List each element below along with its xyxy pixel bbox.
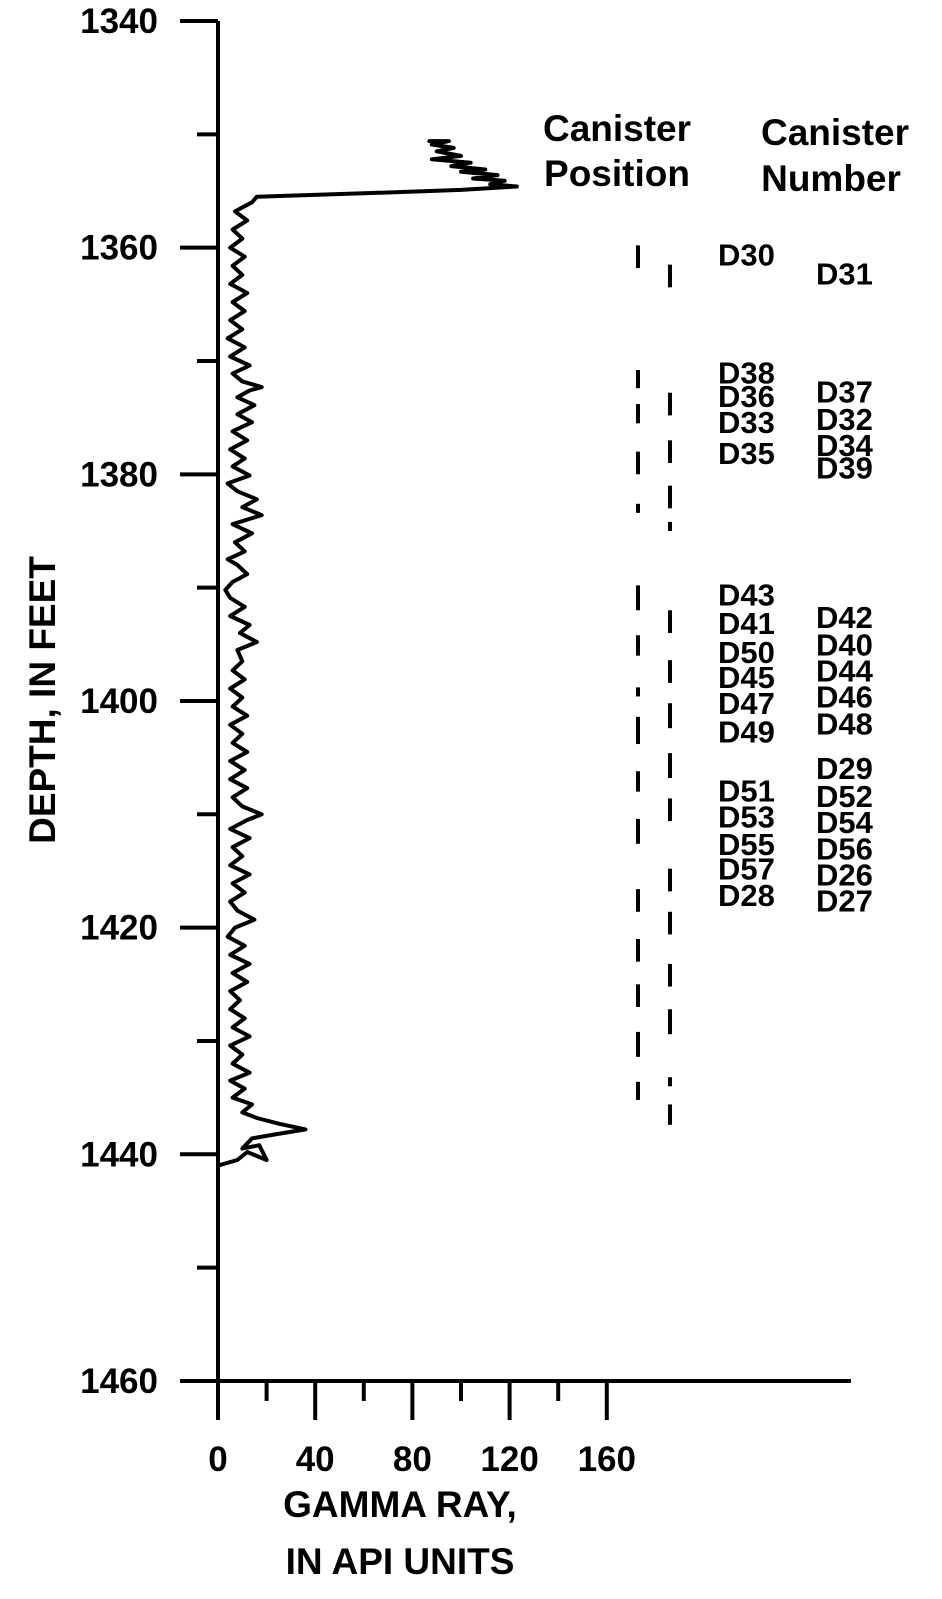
canister-markers — [636, 245, 672, 1125]
canister-number-label: D49 — [718, 715, 775, 750]
y-tick-label: 1460 — [80, 1362, 158, 1401]
canister-number-label: D33 — [718, 405, 775, 440]
canister-number-label: D54 — [816, 805, 874, 840]
x-ticks: 0 40 80 120 160 — [208, 1380, 636, 1479]
canister-number-label: D52 — [816, 779, 873, 814]
canister-number-label: D41 — [718, 606, 775, 641]
canister-number-label: D37 — [816, 375, 873, 410]
canister-number-label: D51 — [718, 774, 775, 809]
canister-number-label: D57 — [718, 852, 775, 887]
canister-number-label: D46 — [816, 679, 873, 714]
y-tick-label: 1420 — [80, 909, 158, 948]
y-tick-label: 1340 — [80, 2, 158, 41]
y-tick-label: 1360 — [80, 229, 158, 268]
canister-number-label: D47 — [718, 686, 775, 721]
x-tick-label: 0 — [208, 1440, 227, 1479]
y-ticks: 1340 1360 1380 1400 1420 1440 1460 — [80, 2, 218, 1401]
canister-number-label: D34 — [816, 428, 874, 463]
canister-number-label: D56 — [816, 831, 873, 866]
canister-number-label: D40 — [816, 627, 873, 662]
canister-number-label: D29 — [816, 751, 873, 786]
canister-number-label: D53 — [718, 800, 775, 835]
canister-number-label: D28 — [718, 878, 775, 913]
canister-number-label: D44 — [816, 653, 874, 688]
canister-number-label: D48 — [816, 707, 873, 742]
canister-number-label: D50 — [718, 635, 775, 670]
canister-number-label: D39 — [816, 451, 873, 486]
x-axis-title-line-2: IN API UNITS — [286, 1541, 515, 1582]
gamma-ray-curve — [216, 139, 519, 1168]
x-tick-label: 160 — [578, 1440, 636, 1479]
canister-number-label: D32 — [816, 402, 873, 437]
y-tick-label: 1380 — [80, 455, 158, 494]
canister-number-title-line-1: Canister — [761, 112, 909, 153]
canister-position-title-line-2: Position — [544, 153, 690, 194]
canister-number-label: D27 — [816, 883, 873, 918]
x-tick-label: 80 — [393, 1440, 432, 1479]
canister-number-label: D35 — [718, 436, 775, 471]
canister-number-label: D38 — [718, 355, 775, 390]
canister-number-label: D36 — [718, 379, 775, 414]
canister-number-label: D30 — [718, 237, 775, 272]
canister-number-label: D55 — [718, 827, 775, 862]
canister-position-title-line-1: Canister — [543, 108, 691, 149]
x-axis-title-line-1: GAMMA RAY, — [283, 1484, 517, 1525]
y-tick-label: 1440 — [80, 1135, 158, 1174]
y-tick-label: 1400 — [80, 682, 158, 721]
canister-number-label: D26 — [816, 857, 873, 892]
canister-number-label: D42 — [816, 600, 873, 635]
canister-number-label: D43 — [718, 577, 775, 612]
x-tick-label: 120 — [480, 1440, 538, 1479]
canister-number-label: D31 — [816, 257, 873, 292]
x-tick-label: 40 — [296, 1440, 335, 1479]
canister-number-label: D45 — [718, 660, 775, 695]
series-area — [216, 139, 519, 1168]
canister-number-title-line-2: Number — [761, 158, 901, 199]
canister-labels: D30D38D36D33D35D43D41D50D45D47D49D51D53D… — [718, 237, 874, 918]
y-axis-title: DEPTH, IN FEET — [22, 556, 63, 844]
